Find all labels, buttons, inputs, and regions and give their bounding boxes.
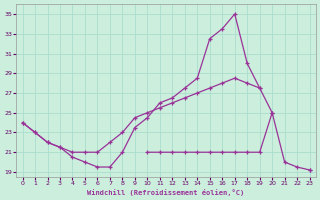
X-axis label: Windchill (Refroidissement éolien,°C): Windchill (Refroidissement éolien,°C) xyxy=(87,189,245,196)
